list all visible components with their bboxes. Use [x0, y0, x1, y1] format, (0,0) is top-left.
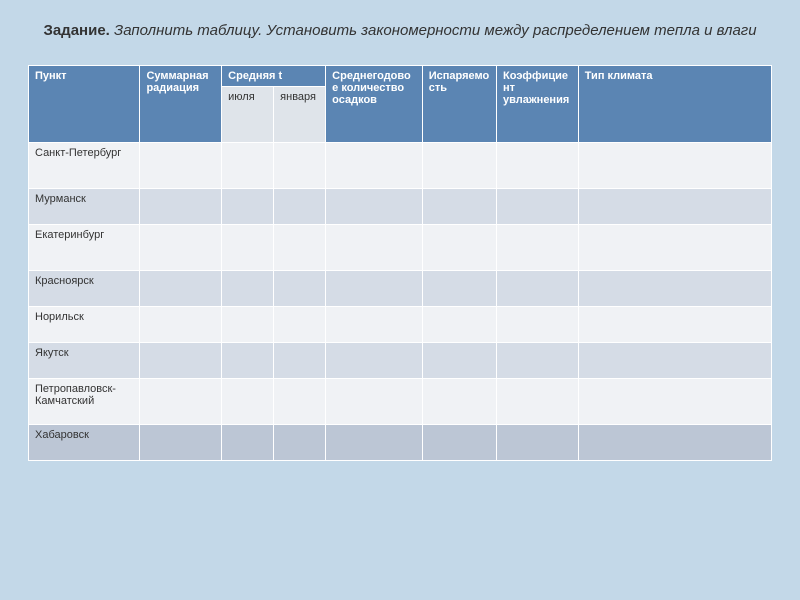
cell — [326, 271, 423, 307]
cell — [274, 271, 326, 307]
cell — [422, 143, 496, 189]
cell — [497, 143, 579, 189]
city-cell: Петропавловск-Камчатский — [29, 379, 140, 425]
table-row: Хабаровск — [29, 425, 772, 461]
city-cell: Красноярск — [29, 271, 140, 307]
cell — [274, 425, 326, 461]
header-evaporation: Испаряемость — [422, 66, 496, 143]
cell — [140, 189, 222, 225]
cell — [326, 143, 423, 189]
cell — [422, 379, 496, 425]
cell — [326, 189, 423, 225]
cell — [222, 307, 274, 343]
cell — [222, 425, 274, 461]
cell — [274, 379, 326, 425]
header-january: января — [274, 87, 326, 143]
cell — [578, 343, 771, 379]
climate-table: Пункт Суммарная радиация Средняя t Средн… — [28, 65, 772, 461]
city-cell: Мурманск — [29, 189, 140, 225]
cell — [140, 143, 222, 189]
header-avg-t: Средняя t — [222, 66, 326, 87]
cell — [274, 143, 326, 189]
header-precipitation: Среднегодовое количество осадков — [326, 66, 423, 143]
cell — [497, 307, 579, 343]
header-climate: Тип климата — [578, 66, 771, 143]
table-row: Мурманск — [29, 189, 772, 225]
cell — [222, 225, 274, 271]
table-row: Норильск — [29, 307, 772, 343]
table-row: Петропавловск-Камчатский — [29, 379, 772, 425]
cell — [222, 343, 274, 379]
table-row: Екатеринбург — [29, 225, 772, 271]
header-july: июля — [222, 87, 274, 143]
cell — [326, 379, 423, 425]
cell — [326, 343, 423, 379]
cell — [274, 189, 326, 225]
cell — [326, 307, 423, 343]
cell — [140, 343, 222, 379]
city-cell: Якутск — [29, 343, 140, 379]
cell — [422, 425, 496, 461]
cell — [140, 425, 222, 461]
cell — [140, 271, 222, 307]
table-row: Красноярск — [29, 271, 772, 307]
cell — [140, 225, 222, 271]
cell — [497, 343, 579, 379]
cell — [578, 379, 771, 425]
cell — [274, 307, 326, 343]
title-bold: Задание. — [43, 22, 109, 39]
table-row: Санкт-Петербург — [29, 143, 772, 189]
city-cell: Хабаровск — [29, 425, 140, 461]
city-cell: Екатеринбург — [29, 225, 140, 271]
cell — [222, 271, 274, 307]
title-italic: Заполнить таблицу. Установить закономерн… — [114, 22, 757, 39]
cell — [422, 343, 496, 379]
header-punkt: Пункт — [29, 66, 140, 143]
cell — [274, 225, 326, 271]
table-row: Якутск — [29, 343, 772, 379]
cell — [497, 425, 579, 461]
city-cell: Норильск — [29, 307, 140, 343]
cell — [422, 189, 496, 225]
header-radiation: Суммарная радиация — [140, 66, 222, 143]
city-cell: Санкт-Петербург — [29, 143, 140, 189]
cell — [578, 271, 771, 307]
cell — [222, 143, 274, 189]
cell — [497, 379, 579, 425]
cell — [422, 271, 496, 307]
cell — [326, 225, 423, 271]
cell — [497, 225, 579, 271]
cell — [578, 425, 771, 461]
cell — [274, 343, 326, 379]
cell — [222, 379, 274, 425]
page-title: Задание. Заполнить таблицу. Установить з… — [28, 20, 772, 41]
cell — [578, 143, 771, 189]
cell — [497, 189, 579, 225]
cell — [578, 225, 771, 271]
cell — [326, 425, 423, 461]
cell — [578, 307, 771, 343]
cell — [222, 189, 274, 225]
header-coefficient: Коэффициент увлажнения — [497, 66, 579, 143]
cell — [422, 307, 496, 343]
cell — [140, 307, 222, 343]
cell — [578, 189, 771, 225]
cell — [422, 225, 496, 271]
cell — [497, 271, 579, 307]
cell — [140, 379, 222, 425]
